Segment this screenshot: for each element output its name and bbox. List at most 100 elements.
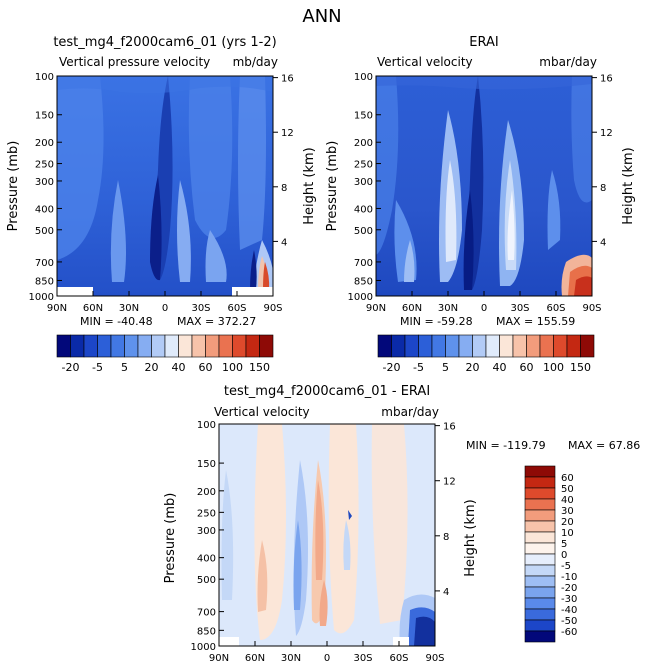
y-tick-label: 850: [197, 626, 216, 637]
x-tick-label: 30N: [281, 653, 301, 664]
y-axis-label: Pressure (mb): [163, 493, 178, 584]
y-tick-label: 250: [354, 160, 373, 171]
colorbar-swatch: [110, 334, 125, 358]
y-axis-label-right: Height (km): [463, 499, 478, 576]
y-tick-label: 500: [354, 226, 373, 237]
colorbar-swatch: [83, 334, 98, 358]
colorbar-swatch: [524, 619, 556, 632]
colorbar-label: -20: [383, 361, 401, 374]
x-tick-label: 60N: [402, 303, 422, 314]
x-tick-label: 90S: [425, 653, 444, 664]
panel-obs: ERAI Vertical velocity mbar/day 100 150 20…: [325, 35, 636, 374]
x-tick-label: 0: [324, 653, 330, 664]
colorbar-swatch: [218, 334, 233, 358]
y-tick-label: 150: [35, 111, 54, 122]
figure-title: ANN: [302, 6, 341, 27]
colorbar-swatch: [431, 334, 446, 358]
colorbar-swatch: [524, 597, 556, 610]
x-tick-label: 30S: [353, 653, 372, 664]
colorbar-swatch: [580, 334, 595, 358]
colorbar-label: 20: [145, 361, 159, 374]
y-tick-label: 400: [197, 554, 216, 565]
colorbar-label: 40: [561, 495, 574, 506]
colorbar-label: 30: [561, 506, 574, 517]
contour-field: [219, 424, 435, 646]
colorbar-label: 150: [249, 361, 270, 374]
colorbar-swatch: [524, 531, 556, 544]
panel-title: test_mg4_f2000cam6_01 - ERAI: [224, 384, 430, 399]
colorbar-swatch: [524, 520, 556, 533]
colorbar-swatch: [524, 509, 556, 522]
height-tick-label: 12: [281, 128, 294, 139]
y-tick-label: 400: [35, 204, 54, 215]
height-tick-label: 4: [600, 237, 606, 248]
panel-subtitle-left: Vertical velocity: [377, 55, 473, 69]
colorbar-label: 10: [561, 528, 574, 539]
height-tick-label: 4: [281, 237, 287, 248]
height-tick-label: 8: [281, 183, 287, 194]
x-tick-label: 60N: [245, 653, 265, 664]
y-tick-label: 700: [197, 608, 216, 619]
y-axis-label-right: Height (km): [621, 147, 636, 224]
panel-diff: test_mg4_f2000cam6_01 - ERAI Vertical ve…: [163, 384, 640, 664]
panel-subtitle-right: mb/day: [233, 55, 278, 69]
y-axis-label: Pressure (mb): [6, 141, 21, 232]
colorbar-swatch: [178, 334, 193, 358]
colorbar-swatch: [404, 334, 419, 358]
colorbar-swatch: [164, 334, 179, 358]
colorbar-swatch: [485, 334, 500, 358]
colorbar-swatch: [524, 553, 556, 566]
colorbar-label: -40: [561, 605, 577, 616]
y-tick-label: 250: [35, 160, 54, 171]
colorbar-swatch: [245, 334, 260, 358]
colorbar-swatch: [70, 334, 85, 358]
colorbar-swatch: [524, 465, 556, 478]
colorbar-label: -20: [62, 361, 80, 374]
y-tick-label: 100: [35, 72, 54, 83]
colorbar-swatch: [524, 498, 556, 511]
y-tick-label: 700: [354, 258, 373, 269]
height-tick-label: 16: [600, 74, 613, 85]
colorbar-swatch: [524, 630, 556, 643]
panel-subtitle-left: Vertical velocity: [214, 405, 310, 419]
colorbar-label: 0: [561, 550, 567, 561]
panel-subtitle-left: Vertical pressure velocity: [59, 55, 210, 69]
colorbar-swatch: [56, 334, 71, 358]
colorbar-label: -10: [561, 572, 577, 583]
x-tick-label: 90S: [582, 303, 601, 314]
x-tick-label: 90N: [366, 303, 386, 314]
colorbar-label: 60: [520, 361, 534, 374]
x-tick-label: 60S: [546, 303, 565, 314]
colorbar-label: -50: [561, 616, 577, 627]
panel-title: test_mg4_f2000cam6_01 (yrs 1-2): [53, 35, 276, 50]
x-tick-label: 90N: [47, 303, 67, 314]
y-axis-label: Pressure (mb): [325, 141, 340, 232]
colorbar-swatch: [418, 334, 433, 358]
colorbar-swatch: [553, 334, 568, 358]
max-label: MAX = 155.59: [496, 315, 575, 328]
y-tick-label: 1000: [348, 292, 373, 303]
colorbar-swatch: [445, 334, 460, 358]
colorbar-label: 150: [570, 361, 591, 374]
colorbar-label: 40: [172, 361, 186, 374]
min-label: MIN = -119.79: [466, 439, 546, 452]
max-label: MAX = 67.86: [568, 439, 640, 452]
colorbar-label: 60: [561, 473, 574, 484]
colorbar-label: 40: [493, 361, 507, 374]
contour-field: [57, 76, 273, 296]
contour-field: [376, 76, 592, 296]
colorbar-swatch: [191, 334, 206, 358]
y-tick-label: 700: [35, 258, 54, 269]
colorbar-label: 5: [121, 361, 128, 374]
colorbar-swatch: [499, 334, 514, 358]
y-tick-label: 500: [197, 575, 216, 586]
colorbar-label: 20: [561, 517, 574, 528]
colorbar-swatch: [391, 334, 406, 358]
x-tick-label: 0: [162, 303, 168, 314]
colorbar-label: -30: [561, 594, 577, 605]
colorbar-swatch: [232, 334, 247, 358]
height-tick-label: 12: [600, 128, 613, 139]
height-tick-label: 8: [443, 532, 449, 543]
y-axis-label-right: Height (km): [302, 147, 317, 224]
